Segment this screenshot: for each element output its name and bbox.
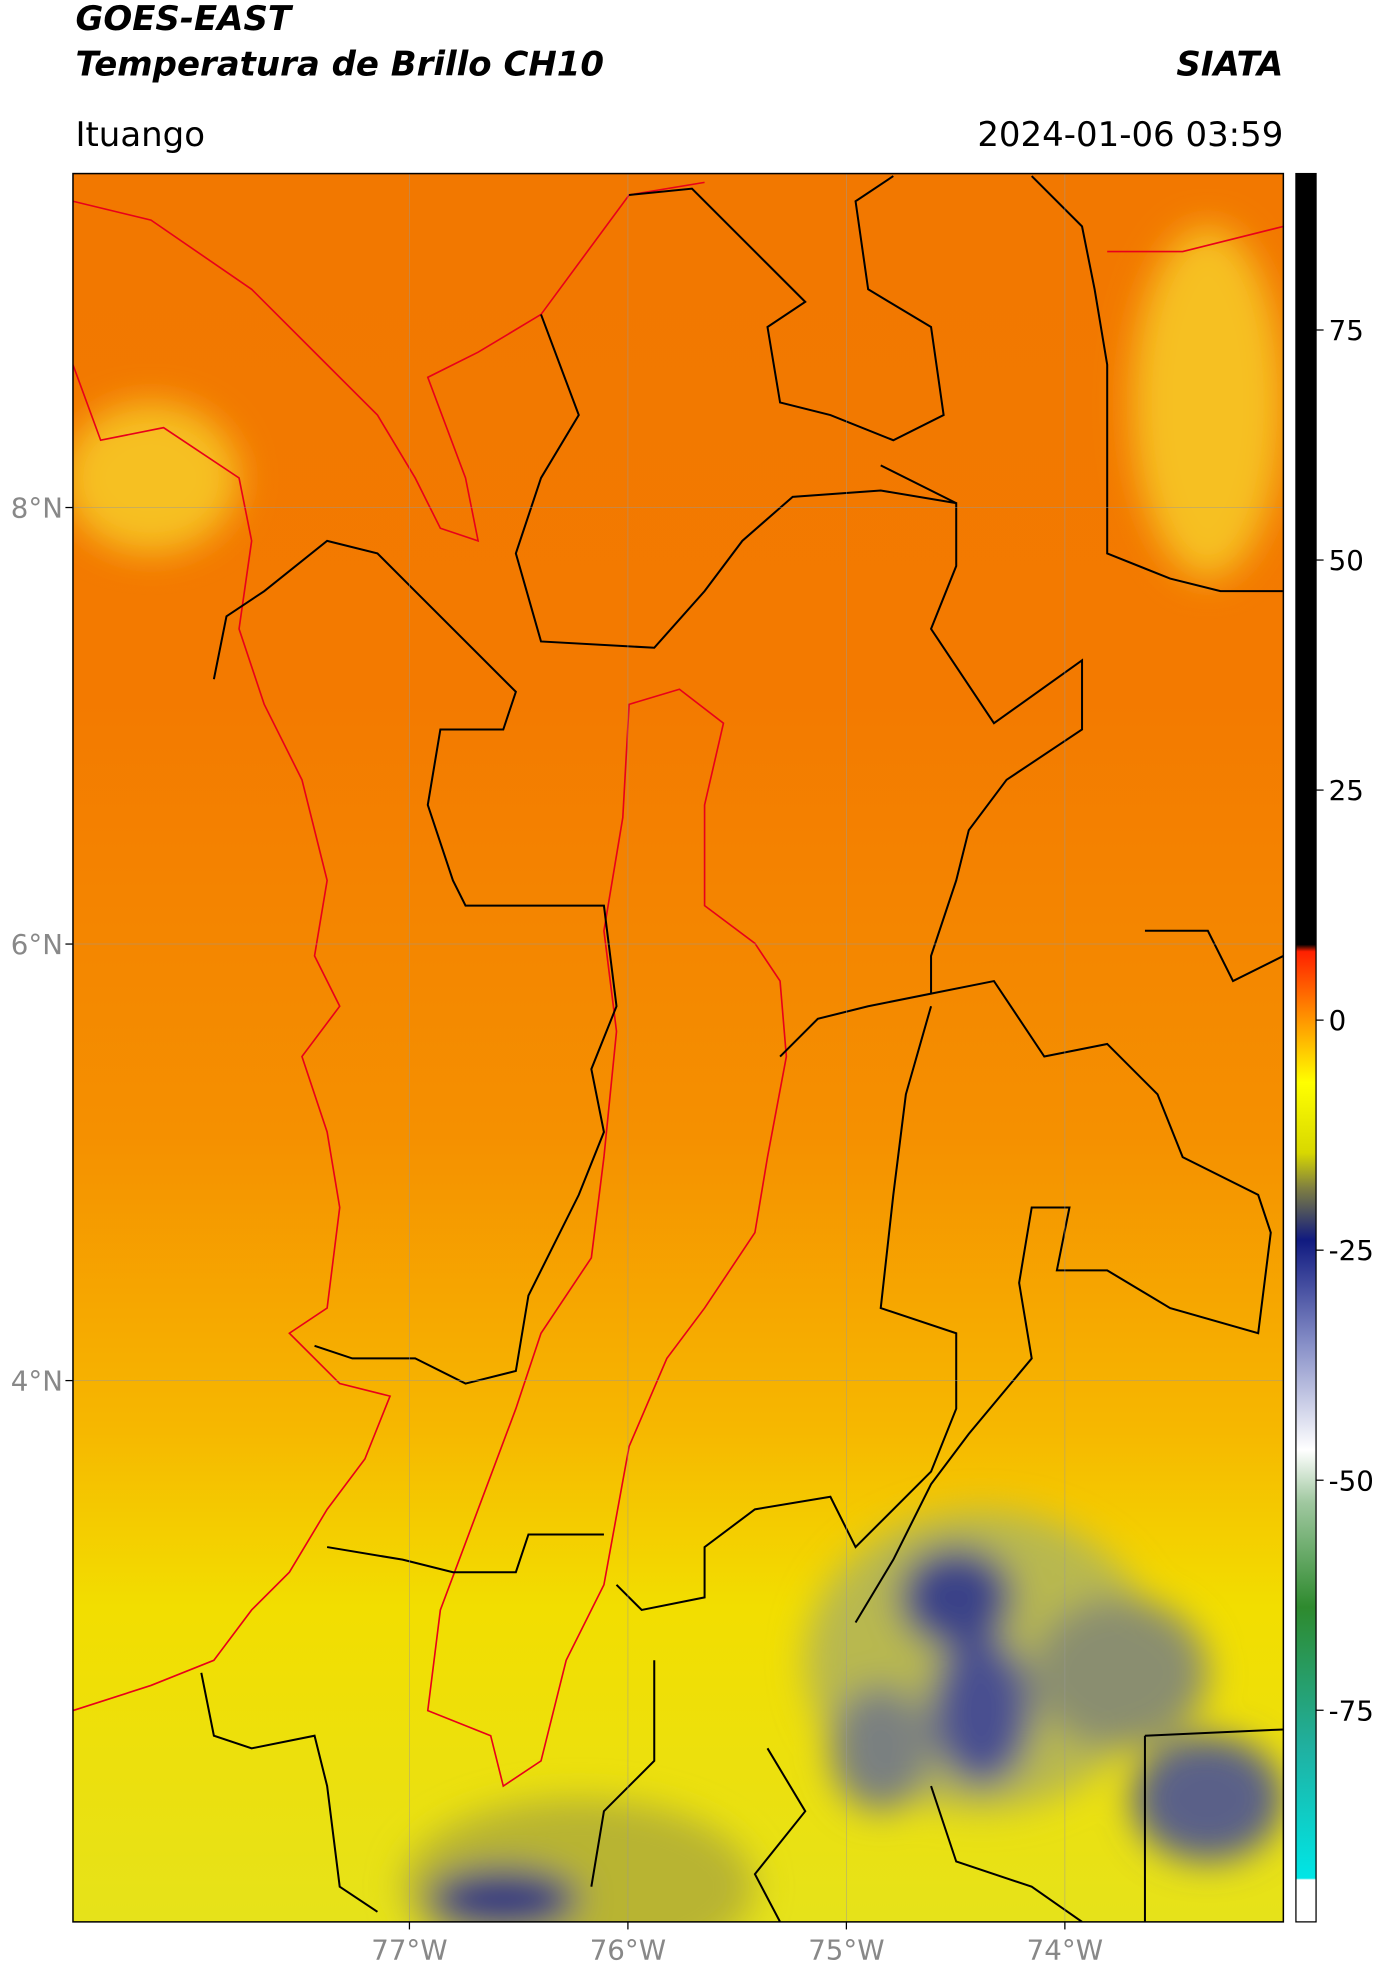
location: Ituango: [75, 115, 205, 155]
x-tick-label: 77°W: [371, 1934, 447, 1967]
admin-borders: [200, 175, 1284, 1922]
map-frame: [72, 172, 1285, 1923]
timestamp: 2024-01-06 03:59: [977, 115, 1283, 155]
colorbar-tick-label: -25: [1329, 1234, 1374, 1267]
title: GOES-EAST: [75, 0, 293, 39]
subtitle: Temperatura de Brillo CH10: [75, 44, 604, 84]
colorbar-tick-label: 75: [1329, 314, 1364, 347]
map-image: [72, 173, 1284, 1922]
source: SIATA: [1176, 44, 1283, 84]
colorbar-tick-label: 25: [1329, 774, 1364, 807]
colorbar-tick-label: -50: [1329, 1464, 1374, 1497]
colorbar-tick-label: 0: [1329, 1004, 1347, 1037]
y-tick-label: 4°N: [11, 1365, 63, 1398]
cloud-features: [72, 226, 1284, 1922]
colorbar-tick-label: -75: [1329, 1694, 1374, 1727]
colorbar: [1295, 172, 1317, 1923]
x-tick-label: 75°W: [808, 1934, 884, 1967]
region-outline: [426, 688, 788, 1788]
colorbar-tick-label: 50: [1329, 544, 1364, 577]
y-tick-label: 8°N: [11, 492, 63, 525]
coastline: [72, 181, 1284, 1712]
y-tick-label: 6°N: [11, 928, 63, 961]
x-tick-label: 76°W: [590, 1934, 666, 1967]
graticule: [72, 173, 1284, 1922]
x-tick-label: 74°W: [1027, 1934, 1103, 1967]
